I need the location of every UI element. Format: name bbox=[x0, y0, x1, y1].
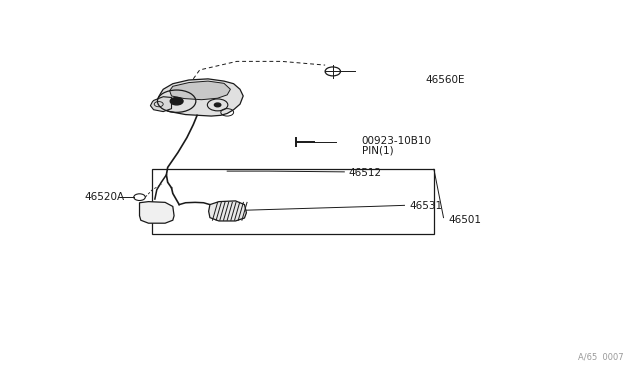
Polygon shape bbox=[140, 202, 174, 223]
Text: 00923-10B10: 00923-10B10 bbox=[362, 137, 431, 146]
Polygon shape bbox=[209, 201, 246, 221]
Text: 46512: 46512 bbox=[349, 168, 382, 178]
Polygon shape bbox=[170, 81, 230, 100]
Polygon shape bbox=[157, 79, 243, 116]
Text: 46531: 46531 bbox=[410, 202, 443, 211]
Circle shape bbox=[170, 97, 183, 105]
Text: 46501: 46501 bbox=[448, 215, 481, 225]
Text: A/65  0007: A/65 0007 bbox=[579, 353, 624, 362]
Text: 46520A: 46520A bbox=[84, 192, 125, 202]
Polygon shape bbox=[150, 97, 172, 112]
Circle shape bbox=[214, 103, 221, 107]
Text: PIN(1): PIN(1) bbox=[362, 145, 393, 155]
Bar bbox=[152, 169, 434, 234]
Text: 46560E: 46560E bbox=[426, 75, 465, 85]
